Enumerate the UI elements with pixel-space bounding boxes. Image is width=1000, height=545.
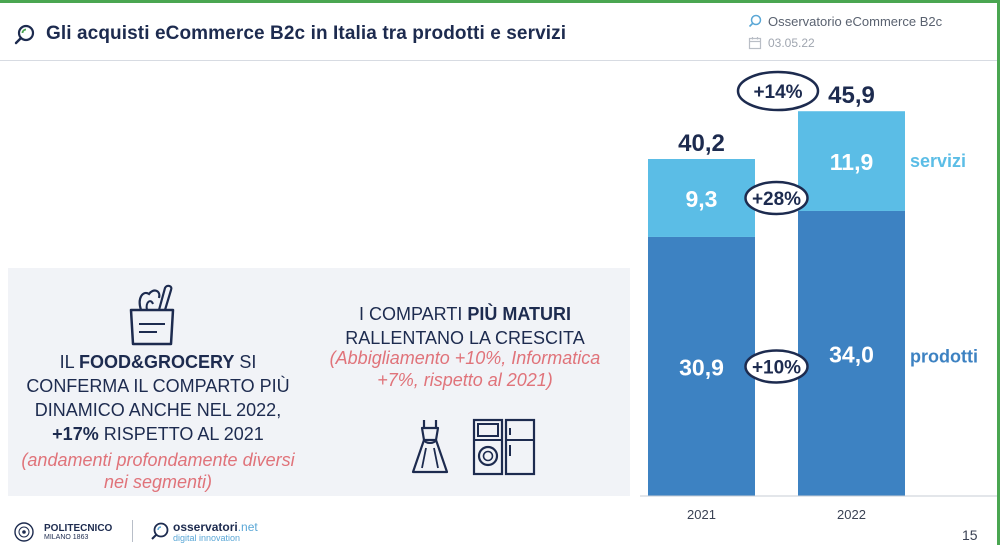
appliances-icon — [472, 418, 536, 476]
food-grocery-note: (andamenti profondamente diversi nei seg… — [21, 450, 295, 492]
total-label-2022: 45,9 — [828, 82, 875, 109]
x-tick-label-2022: 2022 — [837, 507, 866, 522]
page-number: 15 — [962, 527, 978, 543]
source-label: Osservatorio eCommerce B2c — [768, 14, 943, 29]
search-icon — [14, 24, 35, 45]
politecnico-logo-icon — [14, 522, 34, 542]
footer-divider — [132, 520, 133, 542]
bar-servizi-2021 — [648, 159, 755, 237]
frame-right-border — [997, 0, 1000, 545]
growth-total-label: +14% — [753, 82, 802, 103]
legend-servizi: servizi — [910, 151, 966, 171]
food-grocery-text: IL FOOD&GROCERY SI CONFERMA IL COMPARTO … — [26, 352, 290, 444]
bar-prodotti-2022 — [798, 210, 905, 496]
mature-sectors-note: (Abbigliamento +10%, Informatica +7%, ri… — [329, 348, 601, 390]
total-label-2021: 40,2 — [678, 130, 725, 157]
frame-top-border — [0, 0, 1000, 3]
bar-prodotti-2021 — [648, 236, 755, 497]
bar-label-servizi-2022: 11,9 — [830, 149, 874, 175]
growth-servizi-label: +28% — [752, 189, 801, 210]
header: Gli acquisti eCommerce B2c in Italia tra… — [0, 3, 997, 61]
growth-prodotti-label: +10% — [752, 357, 801, 378]
osservatori-sub-label: digital innovation — [173, 533, 241, 543]
politecnico-sub-label: MILANO 1863 — [44, 534, 89, 541]
date-label: 03.05.22 — [768, 36, 815, 50]
growth-prodotti-oval — [744, 349, 809, 384]
osservatori-label: osservatori.net — [173, 520, 258, 534]
dress-icon — [411, 420, 449, 474]
osservatori-logo-icon — [151, 522, 169, 540]
bar-label-prodotti-2021: 30,9 — [679, 354, 724, 380]
bar-label-prodotti-2022: 34,0 — [829, 341, 874, 367]
bar-label-servizi-2021: 9,3 — [686, 186, 718, 212]
mature-sectors-text: I COMPARTI PIÙ MATURI RALLENTANO LA CRES… — [345, 304, 585, 348]
ecommerce-stacked-bar-chart: 30,9 9,3 40,2 2021 34,0 11,9 45,9 2022 +28% +10% +… — [640, 60, 997, 545]
bar-servizi-2022 — [798, 111, 905, 211]
info-panel — [8, 268, 630, 496]
search-icon — [748, 14, 762, 28]
calendar-icon — [748, 37, 762, 50]
page-title: Gli acquisti eCommerce B2c in Italia tra… — [46, 23, 567, 44]
chart-canvas: 30,9 9,3 40,2 2021 34,0 11,9 45,9 2022 +28% +10% +… — [640, 70, 997, 522]
growth-servizi-oval — [744, 180, 809, 216]
growth-total-oval — [736, 70, 820, 112]
grocery-bag-icon — [129, 284, 175, 346]
x-tick-label-2021: 2021 — [687, 507, 716, 522]
politecnico-label: POLITECNICO — [44, 523, 113, 534]
header-divider — [0, 60, 997, 61]
legend-prodotti: prodotti — [910, 346, 978, 366]
